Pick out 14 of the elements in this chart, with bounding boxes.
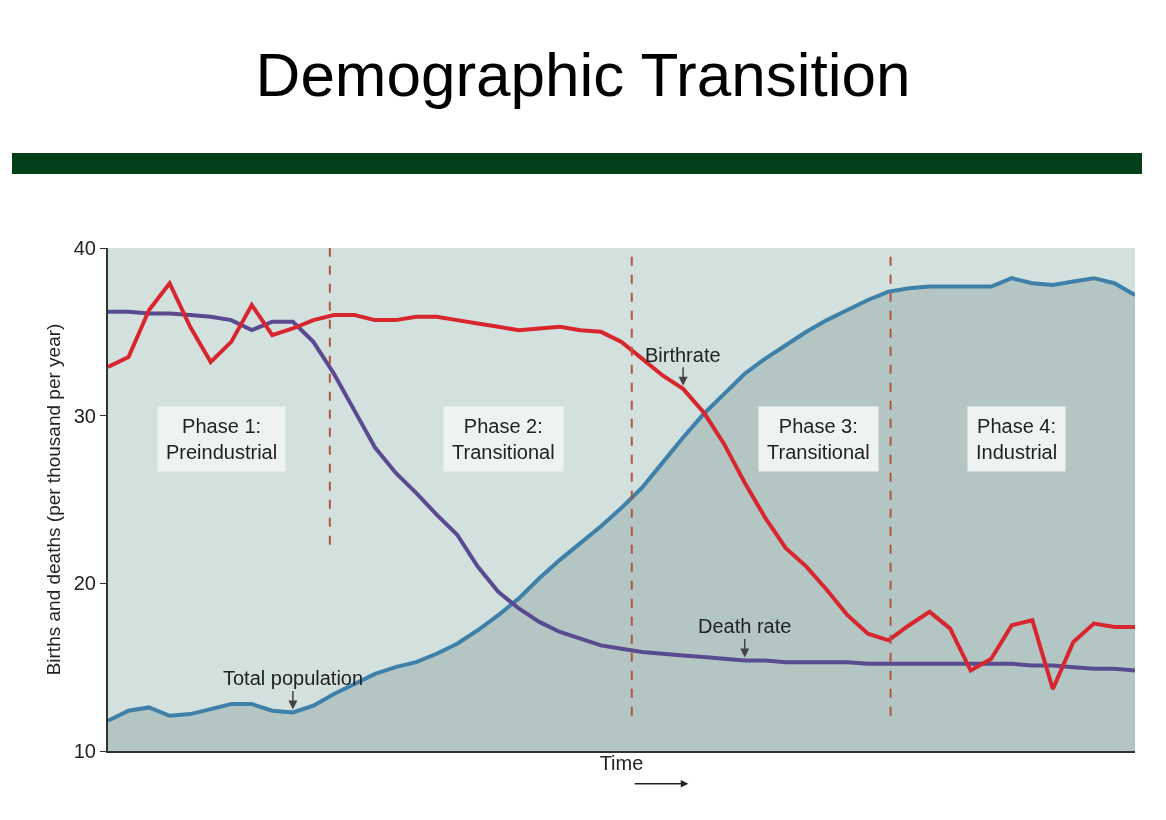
series-label: Death rate [698,615,792,637]
y-tick-label: 30 [73,404,96,427]
y-tick-label: 20 [73,572,96,595]
annotation: Phase 3: Transitional [767,415,870,463]
annotation: Phase 4: Industrial [976,415,1058,463]
series-label: Total population [223,667,364,689]
annotation: Phase 2: Transitional [452,415,555,463]
x-axis-title: Time [599,752,644,774]
y-axis-title: Births and deaths (per thousand per year) [43,323,65,676]
chart-title: Demographic Transition [255,39,911,109]
y-tick-label: 10 [73,740,96,762]
annotation: Phase 1: Preindustrial [166,415,278,463]
y-tick-label: 40 [73,237,96,259]
series-label: Birthrate [645,344,721,366]
